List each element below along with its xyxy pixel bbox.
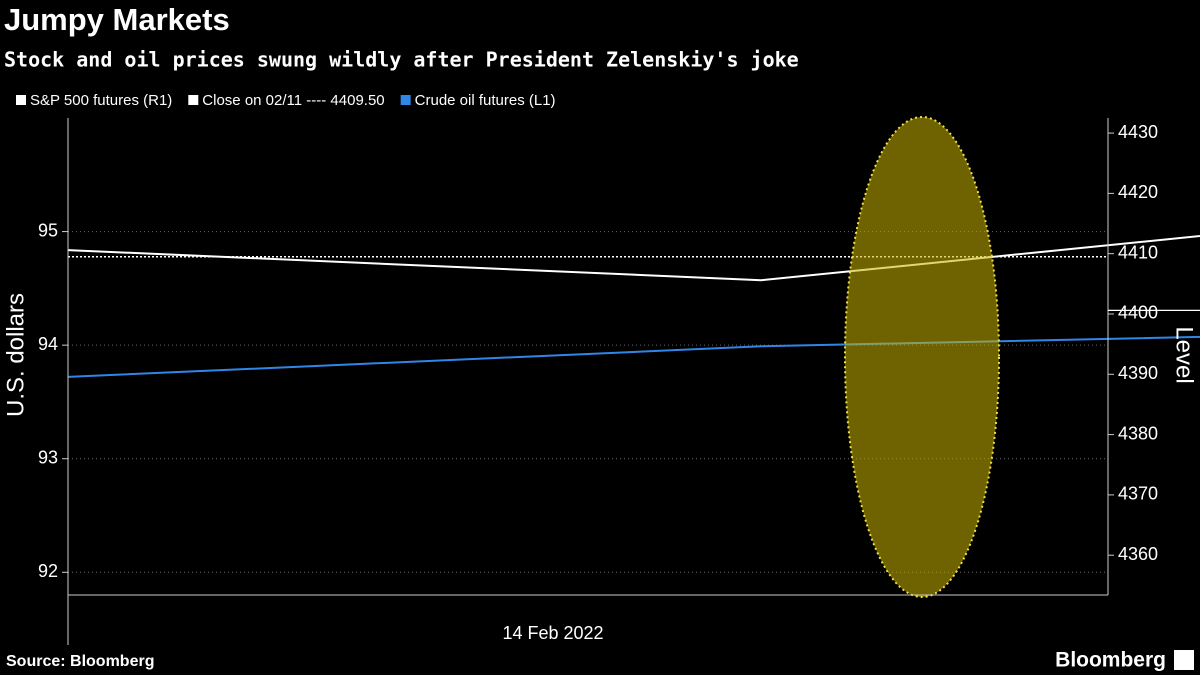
y-tick-label: 94: [38, 334, 58, 354]
chart-subtitle: Stock and oil prices swung wildly after …: [4, 48, 799, 72]
source: Source: Bloomberg: [6, 653, 154, 670]
y2-tick-label: 4360: [1118, 544, 1158, 564]
y2-axis-label: Level: [1171, 326, 1198, 383]
legend: S&P 500 futures (R1) Close on 02/11 ---- …: [16, 92, 556, 109]
legend-text: Crude oil futures (L1): [415, 92, 556, 109]
chart-title: Jumpy Markets: [4, 2, 230, 37]
y-tick-label: 92: [38, 561, 58, 581]
axes: 92 93 94 95 4360 4370 4380 4390 4400 4410 4420 4430…: [38, 118, 1158, 645]
y2-tick-label: 4380: [1118, 423, 1158, 443]
y-tick-label: 95: [38, 220, 58, 240]
grid: [68, 231, 1108, 573]
legend-swatch: [400, 95, 411, 105]
brand: Bloomberg: [1055, 649, 1166, 672]
y-tick-label: 93: [38, 447, 58, 467]
y2-tick-label: 4390: [1118, 363, 1158, 383]
legend-label: Close on 02/11 ---- 4409.50: [202, 92, 384, 109]
y2-tick-label: 4420: [1118, 182, 1158, 202]
y2-tick-label: 4400: [1118, 303, 1158, 323]
y2-tick-label: 4410: [1118, 242, 1158, 262]
legend-label: S&P 500 futures (R1): [30, 92, 172, 109]
y-axis-label: U.S. dollars: [2, 293, 29, 417]
legend-text: Close on 02/11 ----: [202, 92, 326, 109]
legend-swatch: [16, 95, 26, 105]
legend-swatch: [188, 95, 199, 105]
plot-area: [67, 234, 1200, 378]
legend-text: 4409.50: [330, 92, 384, 109]
y2-tick-label: 4430: [1118, 122, 1158, 142]
legend-text: S&P 500 futures (R1): [30, 92, 172, 109]
y2-tick-label: 4370: [1118, 484, 1158, 504]
date-label: 14 Feb 2022: [502, 623, 603, 643]
brand-icon: [1174, 650, 1194, 670]
legend-label: Crude oil futures (L1): [415, 92, 556, 109]
highlight-ellipse: [844, 116, 1000, 598]
